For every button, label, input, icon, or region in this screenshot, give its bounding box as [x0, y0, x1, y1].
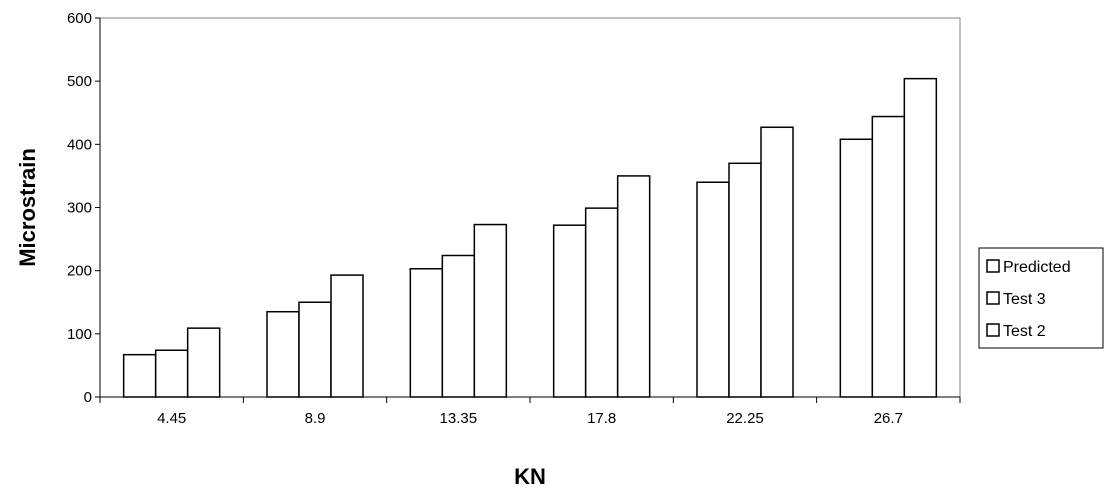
bar-test-3 [154, 349, 189, 398]
legend-label: Test 3 [1003, 291, 1046, 308]
x-tick-label: 26.7 [874, 410, 903, 427]
legend: Predicted Test 3 Test 2 [978, 247, 1104, 349]
y-tick-label: 0 [84, 389, 92, 406]
bar-predicted [409, 268, 444, 398]
bar-test-2 [616, 175, 651, 398]
y-tick-label: 400 [67, 136, 92, 153]
bar-test-2 [186, 327, 221, 398]
bar-predicted [696, 181, 730, 398]
plot-area [99, 17, 961, 398]
x-tick-label: 13.35 [440, 410, 478, 427]
y-tick-label: 600 [67, 10, 92, 27]
x-axis: 4.45 8.9 13.35 17.8 22.25 26.7 [99, 396, 961, 427]
bars [122, 77, 938, 398]
bar-test-2 [760, 126, 794, 398]
legend-swatch [986, 259, 1000, 273]
bar-test-3 [298, 301, 332, 398]
y-axis-title: Microstrain [15, 148, 40, 267]
bar-test-3 [584, 207, 619, 398]
bar-predicted [122, 353, 157, 398]
bar-test-2 [903, 77, 938, 398]
y-tick-label: 500 [67, 73, 92, 90]
bar-predicted [839, 138, 874, 398]
bar-test-3 [728, 162, 762, 398]
bar-predicted [552, 224, 587, 398]
legend-label: Test 2 [1003, 323, 1046, 340]
x-axis-title: KN [514, 464, 546, 489]
bar-test-3 [871, 115, 906, 398]
bar-test-3 [441, 254, 476, 398]
legend-label: Predicted [1003, 259, 1071, 276]
legend-swatch [986, 323, 1000, 337]
x-tick-label: 4.45 [157, 410, 186, 427]
legend-swatch [986, 291, 1000, 305]
x-tick-label: 22.25 [726, 410, 764, 427]
y-tick-label: 100 [67, 326, 92, 343]
x-tick-label: 17.8 [587, 410, 616, 427]
x-tick-label: 8.9 [305, 410, 326, 427]
y-tick-label: 200 [67, 263, 92, 280]
bar-test-2 [330, 274, 364, 398]
y-axis: 0 100 200 300 400 500 600 [67, 10, 101, 406]
bar-test-2 [473, 223, 508, 398]
y-tick-label: 300 [67, 200, 92, 217]
bar-predicted [266, 310, 300, 398]
